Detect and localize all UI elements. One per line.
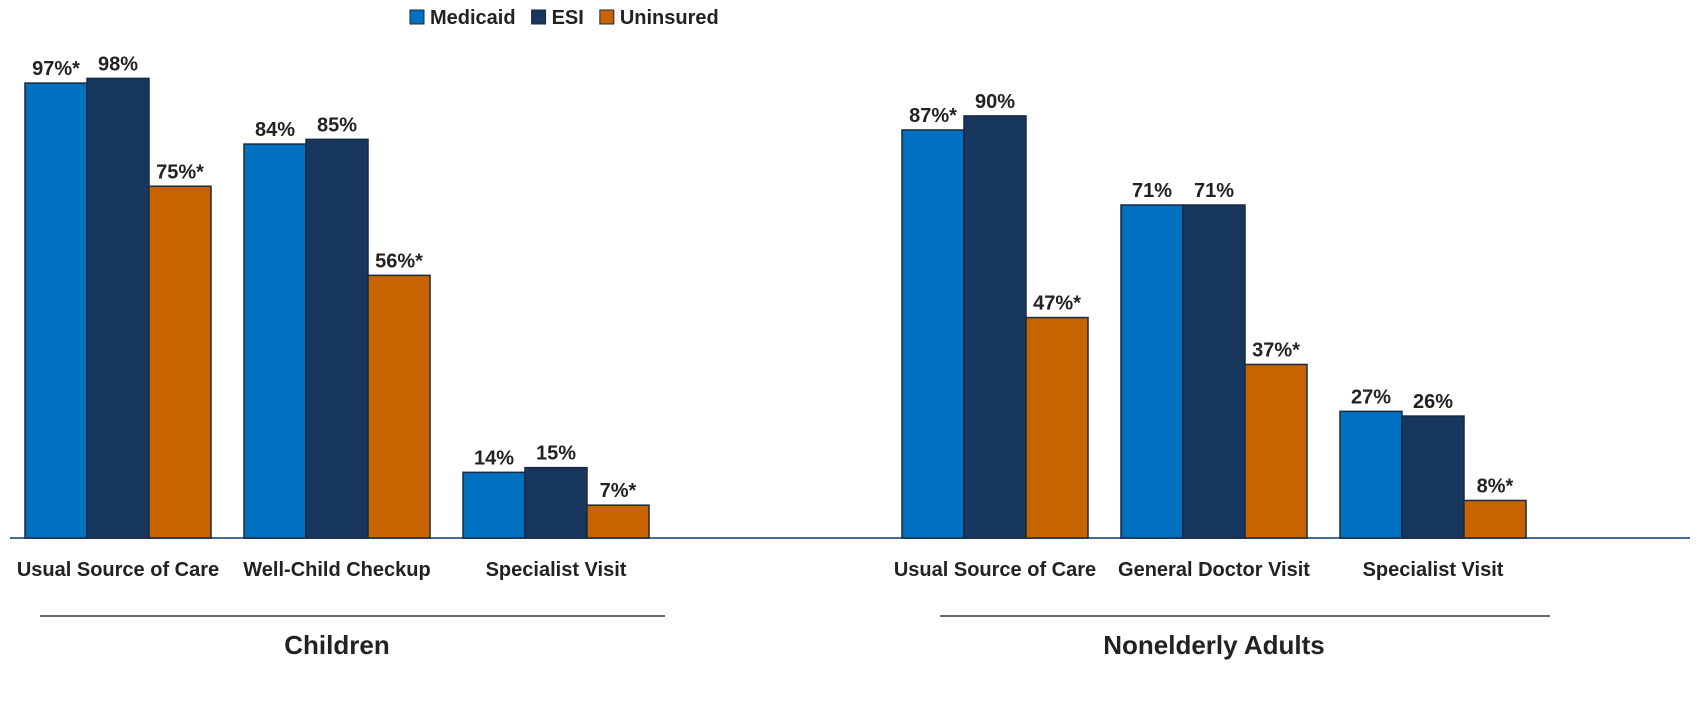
bar	[305, 138, 369, 539]
category-label-box: Specialist Visit	[1362, 559, 1504, 581]
data-label: 75%*	[156, 161, 204, 183]
category-label: Specialist Visit	[485, 559, 627, 581]
bar	[586, 504, 650, 539]
data-label: 84%	[255, 119, 295, 141]
bar	[24, 82, 88, 539]
data-label: 56%*	[375, 250, 423, 272]
bar	[963, 115, 1027, 539]
data-label: 47%*	[1033, 293, 1081, 315]
data-label: 26%	[1413, 391, 1453, 413]
category-label-box: General Doctor Visit	[1118, 559, 1310, 581]
category-label-box: Usual Source of Care	[16, 559, 220, 581]
bar	[1182, 204, 1246, 539]
bar	[901, 129, 965, 539]
data-label: 90%	[975, 91, 1015, 113]
data-label: 85%	[317, 114, 357, 136]
bar	[86, 77, 150, 539]
bar	[462, 471, 526, 539]
category-label-box: Well-Child Checkup	[243, 559, 431, 581]
bar	[243, 143, 307, 539]
category-label: Usual Source of Care	[16, 559, 220, 581]
bar	[524, 466, 588, 539]
data-label: 7%*	[600, 480, 637, 502]
group-label: Nonelderly Adults	[1103, 630, 1325, 660]
data-label: 15%	[536, 443, 576, 465]
category-label: General Doctor Visit	[1118, 559, 1310, 581]
legend-swatch	[531, 9, 547, 25]
data-label: 97%*	[32, 58, 80, 80]
data-label: 98%	[98, 53, 138, 75]
bar	[1025, 316, 1089, 539]
data-label: 27%	[1351, 386, 1391, 408]
bar	[1339, 410, 1403, 539]
bar	[148, 185, 212, 539]
data-label: 14%	[474, 447, 514, 469]
bar	[1463, 499, 1527, 539]
data-label: 71%	[1194, 180, 1234, 202]
data-label: 37%*	[1252, 339, 1300, 361]
legend-label: Uninsured	[620, 7, 719, 29]
bar	[1244, 363, 1308, 539]
category-label-box: Usual Source of Care	[893, 559, 1097, 581]
data-label: 8%*	[1477, 475, 1514, 497]
legend-swatch	[409, 9, 425, 25]
category-label: Usual Source of Care	[893, 559, 1097, 581]
group-label: Children	[284, 630, 389, 660]
data-label: 71%	[1132, 180, 1172, 202]
bar	[367, 274, 431, 539]
bar	[1120, 204, 1184, 539]
category-label: Well-Child Checkup	[243, 559, 431, 581]
legend-label: Medicaid	[430, 7, 516, 29]
category-label-box: Specialist Visit	[485, 559, 627, 581]
legend-label: ESI	[552, 7, 584, 29]
legend-swatch	[599, 9, 615, 25]
category-label: Specialist Visit	[1362, 559, 1504, 581]
bar	[1401, 415, 1465, 539]
data-label: 87%*	[909, 105, 957, 127]
